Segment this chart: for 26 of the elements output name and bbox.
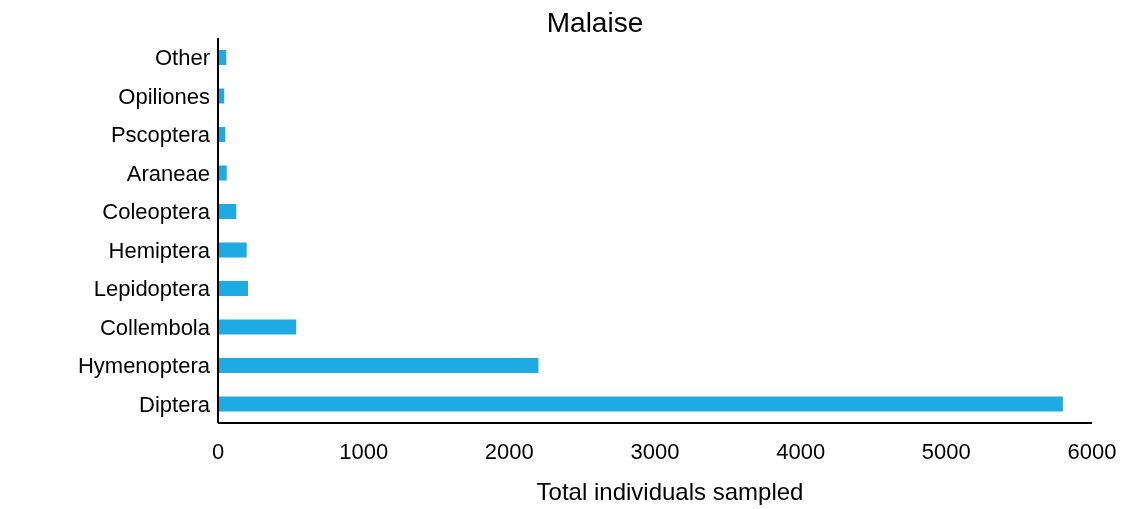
x-axis-title: Total individuals sampled xyxy=(535,478,805,506)
y-tick-label: Pscoptera xyxy=(110,122,211,148)
y-tick-label: Collembola xyxy=(99,314,211,340)
bar xyxy=(218,358,539,373)
y-tick-label: Coleoptera xyxy=(102,199,211,225)
x-tick-label: 6000 xyxy=(1067,438,1117,464)
x-tick-label: 3000 xyxy=(630,438,680,464)
y-tick-label: Lepidoptera xyxy=(93,276,211,302)
bar xyxy=(218,281,249,296)
x-tick-label: 4000 xyxy=(776,438,826,464)
x-tick-label: 0 xyxy=(211,438,225,464)
x-tick-label: 5000 xyxy=(921,438,971,464)
y-tick-label: Araneae xyxy=(126,160,210,186)
y-tick-label: Diptera xyxy=(139,391,211,417)
x-tick-label: 2000 xyxy=(484,438,534,464)
y-tick-label: Hymenoptera xyxy=(77,353,211,379)
y-tick-label: Opiliones xyxy=(118,83,210,109)
bar xyxy=(218,204,237,219)
bar xyxy=(218,319,297,335)
bar xyxy=(218,165,227,181)
x-tick-label: 1000 xyxy=(339,438,389,464)
bar xyxy=(218,242,247,258)
y-tick-label: Other xyxy=(154,45,210,71)
bar xyxy=(218,396,1063,412)
y-tick-label: Hemiptera xyxy=(108,237,211,263)
chart-title: Malaise xyxy=(545,7,645,38)
